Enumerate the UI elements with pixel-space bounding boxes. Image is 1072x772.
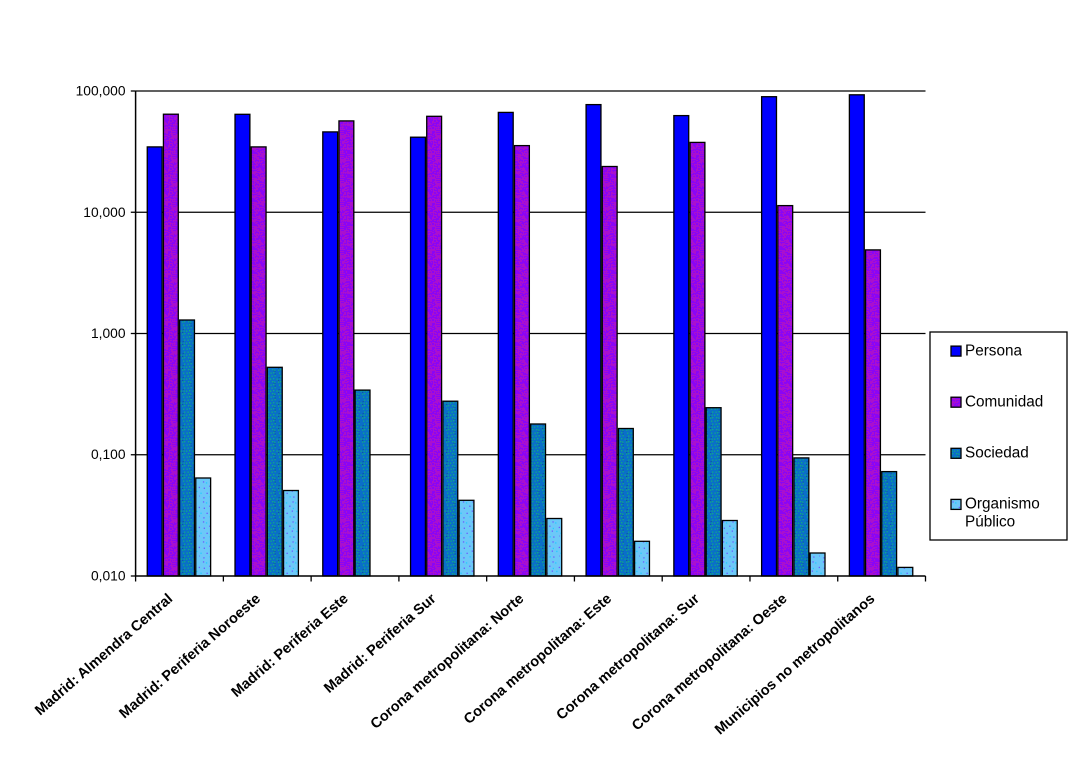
svg-text:0,100: 0,100 [91, 447, 126, 462]
svg-text:100,000: 100,000 [76, 84, 126, 99]
svg-text:1,000: 1,000 [91, 326, 126, 341]
svg-text:Comunidad: Comunidad [965, 394, 1043, 411]
svg-text:Persona: Persona [965, 342, 1022, 359]
svg-text:Organismo: Organismo [965, 496, 1040, 513]
svg-text:10,000: 10,000 [83, 205, 126, 220]
svg-text:0,010: 0,010 [91, 569, 126, 584]
svg-text:Público: Público [965, 514, 1015, 531]
svg-text:Sociedad: Sociedad [965, 445, 1029, 462]
